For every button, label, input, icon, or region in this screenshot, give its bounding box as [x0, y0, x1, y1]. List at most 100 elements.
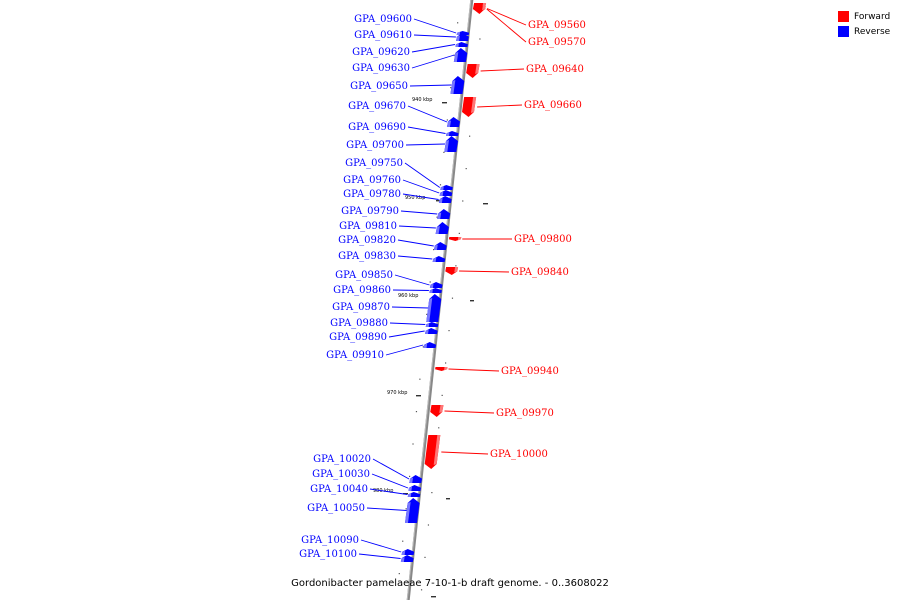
gpa_09630-feature-shade: [453, 52, 459, 62]
gene-label-gpa_10020: GPA_10020: [313, 454, 371, 465]
gpa_10090-feature-shade: [401, 550, 406, 555]
gpa_09820-feature-shade: [433, 244, 438, 250]
gene-label-gpa_09940: GPA_09940: [501, 366, 559, 377]
kbp-label: 950 kbp: [405, 195, 425, 201]
minor-tick: [446, 119, 448, 121]
gene-label-gpa_09850: GPA_09850: [335, 270, 393, 281]
gpa_09910-leader: [385, 344, 424, 356]
minor-tick: [448, 330, 450, 332]
gpa_09700-leader: [405, 143, 446, 146]
gpa_09810-feature-shade: [435, 226, 440, 234]
gene-label-gpa_09820: GPA_09820: [338, 235, 396, 246]
minor-tick: [426, 313, 428, 315]
legend-forward-label: Forward: [854, 11, 891, 22]
gene-label-gpa_09840: GPA_09840: [511, 267, 569, 278]
gene-label-gpa_09610: GPA_09610: [354, 30, 412, 41]
minor-tick: [438, 427, 440, 429]
gene-label-gpa_09760: GPA_09760: [343, 175, 401, 186]
gpa_09830-leader: [397, 255, 433, 260]
gpa_10040-feature-shade: [407, 493, 412, 497]
gpa_09790-feature-shade: [437, 212, 442, 219]
gpa_09660-leader: [477, 104, 523, 108]
genome-caption: Gordonibacter pamelaeae 7-10-1-b draft g…: [291, 578, 609, 589]
legend-reverse: Reverse: [838, 24, 890, 39]
minor-tick: [427, 524, 430, 526]
forward-swatch: [838, 11, 849, 22]
gpa_10030-feature-shade: [408, 486, 413, 491]
gpa_09690-leader: [407, 126, 446, 134]
gpa_09860-feature-shade: [429, 289, 433, 293]
gpa_09840-leader: [459, 270, 510, 273]
gpa_09620-leader: [411, 44, 456, 53]
gpa_10020-feature-shade: [409, 477, 414, 483]
gpa_09970-feature-shade: [439, 405, 444, 413]
gpa_10090-leader: [360, 539, 402, 553]
minor-tick: [462, 200, 464, 202]
major-tick: [470, 300, 474, 302]
gpa_09800-feature-shade: [457, 237, 462, 241]
minor-tick: [469, 135, 471, 137]
gpa_09880-leader: [389, 322, 426, 325]
gpa_09650-feature-shade: [450, 80, 456, 94]
gene-label-gpa_09690: GPA_09690: [348, 122, 406, 133]
gpa_09690-feature-shade: [445, 132, 450, 136]
gpa_09790-leader: [400, 210, 438, 215]
gpa_09840-feature-shade: [454, 267, 459, 273]
minor-tick: [436, 216, 438, 218]
gpa_09600-feature-shade: [456, 31, 461, 35]
gpa_09620-feature-shade: [455, 43, 459, 47]
gene-labels: GPA_09560 GPA_09570 GPA_09600 GPA_09610 GPA_…: [299, 14, 586, 560]
gpa_09570-leader: [486, 8, 527, 43]
gpa_09630-leader: [411, 54, 455, 69]
gene-label-gpa_09620: GPA_09620: [352, 47, 410, 58]
gpa_09810-leader: [398, 225, 436, 229]
gene-label-gpa_09640: GPA_09640: [526, 64, 584, 75]
gene-label-gpa_09630: GPA_09630: [352, 63, 410, 74]
gene-label-gpa_09880: GPA_09880: [330, 318, 388, 329]
minor-ticks: [398, 4, 488, 598]
reverse-swatch: [838, 26, 849, 37]
gpa_09640-feature-shade: [475, 64, 480, 74]
minor-tick: [457, 22, 459, 24]
gpa_09670-feature-shade: [446, 120, 452, 127]
minor-tick: [412, 443, 414, 445]
gpa_09890-leader: [388, 330, 425, 338]
gene-label-gpa_09810: GPA_09810: [339, 221, 397, 232]
minor-tick: [443, 151, 445, 153]
gpa_09890-feature-shade: [425, 329, 429, 334]
gene-label-gpa_09570: GPA_09570: [528, 37, 586, 48]
gene-label-gpa_09560: GPA_09560: [528, 20, 586, 31]
gene-label-gpa_09870: GPA_09870: [332, 302, 390, 313]
gpa_09780-leader: [402, 193, 439, 200]
gpa_09880-feature-shade: [425, 323, 430, 327]
minor-tick: [445, 362, 447, 364]
gpa_09610-feature-shade: [456, 35, 460, 41]
major-tick: [483, 203, 488, 205]
minor-tick: [431, 492, 433, 494]
gpa_09870-feature-shade: [426, 298, 433, 322]
minor-tick: [458, 232, 460, 234]
major-tick: [446, 498, 450, 500]
gene-label-gpa_10030: GPA_10030: [312, 469, 370, 480]
minor-tick: [451, 297, 454, 299]
gene-label-gpa_09830: GPA_09830: [338, 251, 396, 262]
gpa_09910-feature-shade: [423, 343, 428, 348]
gene-features: [400, 3, 487, 562]
gpa_09610-leader: [413, 34, 456, 38]
gpa_09820-leader: [397, 239, 434, 247]
gpa_09760-leader: [402, 179, 440, 194]
gpa_09850-feature-shade: [429, 283, 434, 288]
gene-label-gpa_10050: GPA_10050: [307, 503, 365, 514]
kbp-label: 960 kbp: [398, 293, 418, 299]
minor-tick: [402, 540, 404, 542]
minor-tick: [422, 346, 424, 348]
gene-label-gpa_09860: GPA_09860: [333, 285, 391, 296]
gpa_10020-leader: [372, 458, 410, 480]
gene-label-gpa_09660: GPA_09660: [524, 100, 582, 111]
minor-tick: [479, 38, 481, 40]
minor-tick: [465, 168, 467, 170]
kbp-tick: [442, 102, 447, 104]
gpa_10040-leader: [369, 488, 408, 495]
minor-tick: [424, 556, 426, 558]
